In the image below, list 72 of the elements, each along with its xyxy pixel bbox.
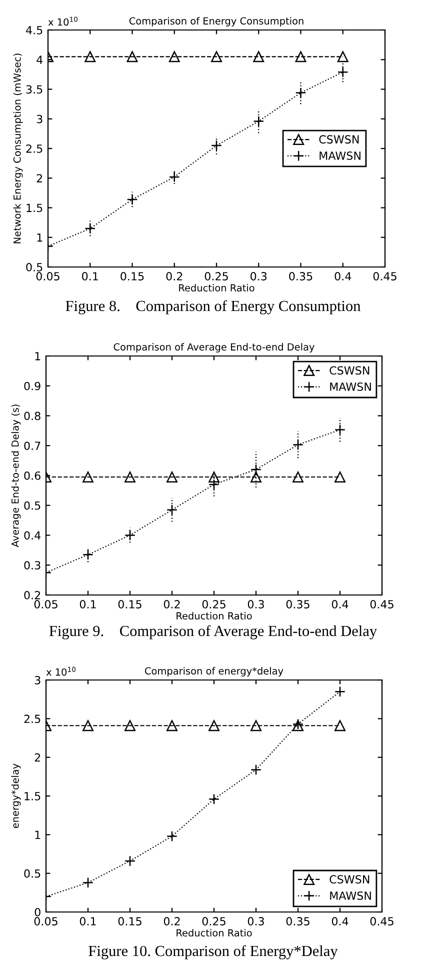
y-tick-label: 1 [35, 352, 40, 360]
y-tick-label: 2 [34, 753, 40, 762]
y-tick-label: 2 [36, 174, 42, 182]
x-tick-label: 0.2 [164, 917, 180, 926]
y-tick-label: 0.9 [24, 382, 40, 390]
x-tick-label: 0.45 [370, 917, 394, 926]
x-tick-label: 0.15 [118, 600, 142, 608]
legend-label: CSWSN [330, 366, 370, 375]
x-tick-label: 0.25 [202, 600, 226, 608]
legend-label: MAWSN [320, 151, 360, 160]
y-axis-title: Average End-to-end Delay (s) [11, 404, 21, 548]
y-tick-label: 2.5 [26, 144, 42, 153]
x-axis-title: Reduction Ratio [176, 929, 252, 937]
x-tick-label: 0.35 [286, 917, 310, 926]
x-tick-label: 0.05 [34, 917, 58, 926]
x-tick-label: 0.05 [36, 272, 60, 280]
x-axis-title: Reduction Ratio [179, 284, 254, 292]
x-tick-label: 0.4 [332, 917, 348, 926]
x-tick-label: 0.4 [334, 272, 352, 280]
legend-label: CSWSN [330, 875, 370, 884]
chart-title: Comparison of energy*delay [145, 667, 284, 676]
y-tick-label: 2.5 [24, 714, 40, 724]
y-tick-label: 1.5 [26, 204, 42, 212]
x-tick-label: 0.45 [373, 272, 396, 280]
y-tick-label: 0.3 [24, 561, 40, 570]
x-tick-label: 0.35 [289, 272, 312, 280]
y-tick-label: 1 [35, 830, 40, 839]
x-tick-label: 0.15 [118, 917, 142, 926]
text: x 10$^{10}$ [46, 666, 76, 676]
chart-title: Comparison of Average End-to-end Delay [114, 343, 314, 352]
y-tick-label: 4.5 [26, 26, 42, 34]
caption: Figure 10. Comparison of Energy*Delay [88, 945, 338, 960]
y-tick-label: 1.5 [24, 792, 40, 800]
x-tick-label: 0.1 [80, 600, 96, 608]
y-tick-label: 3 [34, 676, 40, 684]
y-tick-label: 4 [36, 56, 43, 64]
x-tick-label: 0.4 [332, 600, 348, 608]
y-tick-label: 1 [37, 233, 42, 242]
x-tick-label: 0.1 [80, 917, 96, 926]
x-tick-label: 0.25 [202, 917, 226, 926]
x-tick-label: 0.15 [120, 272, 144, 280]
x-tick-label: 0.1 [82, 272, 98, 280]
x-tick-label: 0.05 [34, 600, 58, 608]
y-tick-label: 0.4 [24, 531, 41, 540]
caption: Figure 8. Comparison of Energy Consumption [66, 300, 361, 314]
legend-label: MAWSN [330, 382, 371, 391]
legend-label: MAWSN [330, 891, 371, 900]
chart-title: Comparison of Energy Consumption [129, 17, 304, 26]
x-tick-label: 0.25 [204, 272, 228, 280]
y-tick-label: 0.6 [24, 471, 40, 480]
y-tick-label: 0.7 [24, 442, 40, 450]
x-tick-label: 0.3 [248, 917, 264, 926]
y-axis-title: Network Energy Consumption (mWsec) [13, 54, 23, 244]
y-tick-label: 0.5 [26, 262, 42, 272]
y-tick-label: 3 [36, 114, 42, 124]
caption: Figure 9. Comparison of Average End-to-end Delay [49, 625, 377, 640]
y-tick-label: 3.5 [26, 85, 42, 94]
x-axis-title: Reduction Ratio [176, 612, 252, 620]
x-tick-label: 0.45 [370, 600, 394, 608]
legend-label: CSWSN [319, 135, 359, 144]
y-tick-label: 0 [34, 908, 40, 916]
x-tick-label: 0.2 [164, 600, 180, 608]
y-tick-label: 0.8 [24, 412, 40, 420]
x-tick-label: 0.35 [286, 600, 310, 608]
x-tick-label: 0.3 [250, 272, 267, 280]
x-tick-label: 0.3 [248, 600, 264, 608]
y-tick-label: 0.5 [24, 869, 40, 878]
y-axis-title: energy*delay [11, 764, 21, 828]
y-tick-label: 0.5 [24, 501, 40, 510]
x-tick-label: 0.2 [166, 272, 182, 280]
y-tick-label: 0.2 [24, 590, 40, 600]
text: x 10$^{10}$ [48, 16, 78, 26]
